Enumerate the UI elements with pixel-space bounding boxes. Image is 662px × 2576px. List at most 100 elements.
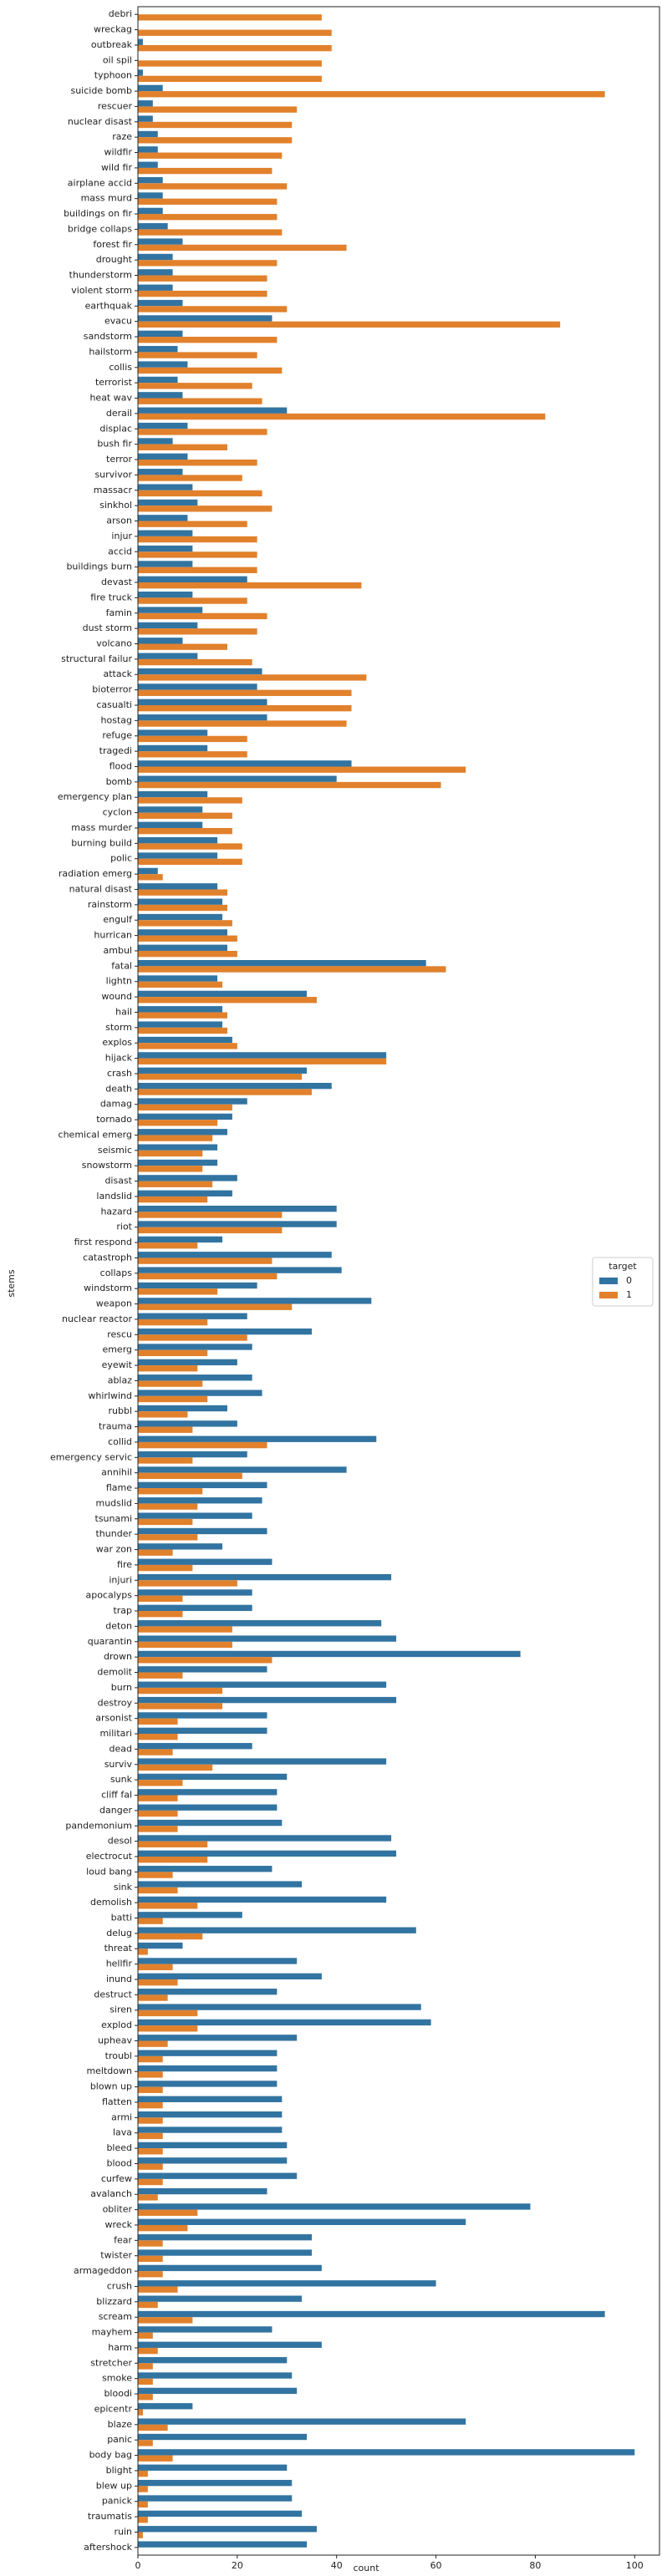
bar <box>138 2132 163 2140</box>
y-tick-label: earthquak <box>85 300 133 311</box>
y-tick-label: cyclon <box>103 807 132 818</box>
y-tick-label: nuclear reactor <box>62 1313 132 1324</box>
y-tick-label: tornado <box>96 1114 132 1125</box>
bar <box>138 981 223 988</box>
bar <box>138 1043 237 1049</box>
plot-frame <box>137 6 660 2556</box>
y-tick-label: trauma <box>99 1421 132 1432</box>
bar <box>138 1405 227 1412</box>
bar <box>138 2541 308 2548</box>
bar <box>138 2464 288 2471</box>
y-tick-label: buildings on fir <box>64 208 132 219</box>
y-tick-label: harm <box>108 2342 132 2353</box>
bar <box>138 1543 223 1550</box>
y-tick-label: suicide bomb <box>70 85 132 96</box>
bar <box>138 1205 337 1212</box>
y-tick-label: snowstorm <box>82 1160 132 1171</box>
bar <box>138 658 252 666</box>
bar <box>138 1359 237 1366</box>
bar <box>138 929 227 936</box>
y-tick-label: violent storm <box>71 285 132 296</box>
y-tick-label: storm <box>105 1022 132 1033</box>
y-tick-label: fatal <box>111 960 132 971</box>
bar <box>138 1144 218 1151</box>
bar <box>138 1411 188 1418</box>
y-tick-label: stretcher <box>90 2357 132 2368</box>
bar <box>138 790 208 798</box>
bar <box>138 1334 247 1341</box>
bar <box>138 2433 308 2441</box>
y-tick-label: tsunami <box>95 1513 133 1524</box>
bar <box>138 597 247 604</box>
bar <box>138 2071 163 2078</box>
bar <box>138 1927 416 1933</box>
y-tick-label: demolish <box>90 1897 132 1908</box>
y-tick-label: buildings burn <box>66 561 132 572</box>
y-tick-label: outbreak <box>91 39 133 50</box>
y-tick-label: debri <box>109 8 132 19</box>
y-tick-label: explod <box>101 2020 132 2030</box>
y-tick-label: blizzard <box>96 2296 132 2307</box>
bar <box>138 797 242 804</box>
y-tick-label: burning build <box>71 837 132 848</box>
bar <box>138 1426 193 1433</box>
y-tick-label: troubl <box>105 2050 132 2061</box>
bar <box>138 1942 183 1949</box>
bar <box>138 1365 198 1372</box>
y-tick-label: structural failur <box>61 653 132 664</box>
bar <box>138 1804 278 1811</box>
y-tick-label: engulf <box>103 914 133 925</box>
bar <box>138 1564 193 1572</box>
y-tick-label: forest fir <box>93 239 132 250</box>
bar <box>138 1267 342 1273</box>
bar <box>138 2532 143 2538</box>
y-tick-label: crush <box>107 2280 132 2291</box>
bar <box>138 714 267 721</box>
y-tick-label: windstorm <box>84 1283 132 1293</box>
bar <box>138 1857 208 1863</box>
y-tick-label: rubbl <box>108 1405 132 1416</box>
bar <box>138 2086 163 2093</box>
bar <box>138 38 143 45</box>
y-tick-label: mass murd <box>81 193 132 204</box>
bar <box>138 2378 153 2385</box>
bar <box>138 1903 198 1909</box>
bar <box>138 2009 198 2017</box>
bar <box>138 1420 237 1427</box>
bar <box>138 484 193 490</box>
bar <box>138 1727 267 1735</box>
y-tick-label: radiation emerg <box>59 868 132 879</box>
bar <box>138 2178 163 2186</box>
y-tick-label: volcano <box>96 638 132 649</box>
bar <box>138 275 267 282</box>
bar <box>138 438 173 445</box>
y-tick-label: attack <box>103 668 132 679</box>
y-tick-label: emergency servic <box>50 1451 132 1462</box>
bar <box>138 1604 252 1612</box>
y-tick-label: bleed <box>106 2142 132 2153</box>
bar <box>138 2050 278 2056</box>
y-tick-label: hazard <box>100 1206 132 1217</box>
bar <box>138 1175 237 1181</box>
bar <box>138 1626 232 1633</box>
bar <box>138 1826 178 1832</box>
bar <box>138 1012 227 1019</box>
y-tick-label: devast <box>101 577 133 587</box>
y-tick-label: rescuer <box>98 100 133 111</box>
y-tick-label: rainstorm <box>88 899 132 910</box>
bar <box>138 628 257 635</box>
bar <box>138 622 198 629</box>
y-tick-label: hailstorm <box>89 346 132 357</box>
bar <box>138 1918 163 1924</box>
y-tick-label: demolit <box>97 1667 132 1678</box>
bar <box>138 1773 288 1781</box>
bar <box>138 398 262 404</box>
bar <box>138 346 178 353</box>
bar <box>138 1303 293 1310</box>
bar <box>138 567 257 573</box>
bar <box>138 1933 203 1940</box>
bar <box>138 1120 218 1126</box>
y-tick-label: chemical emerg <box>59 1129 132 1140</box>
bar <box>138 1795 178 1801</box>
bar <box>138 744 208 752</box>
